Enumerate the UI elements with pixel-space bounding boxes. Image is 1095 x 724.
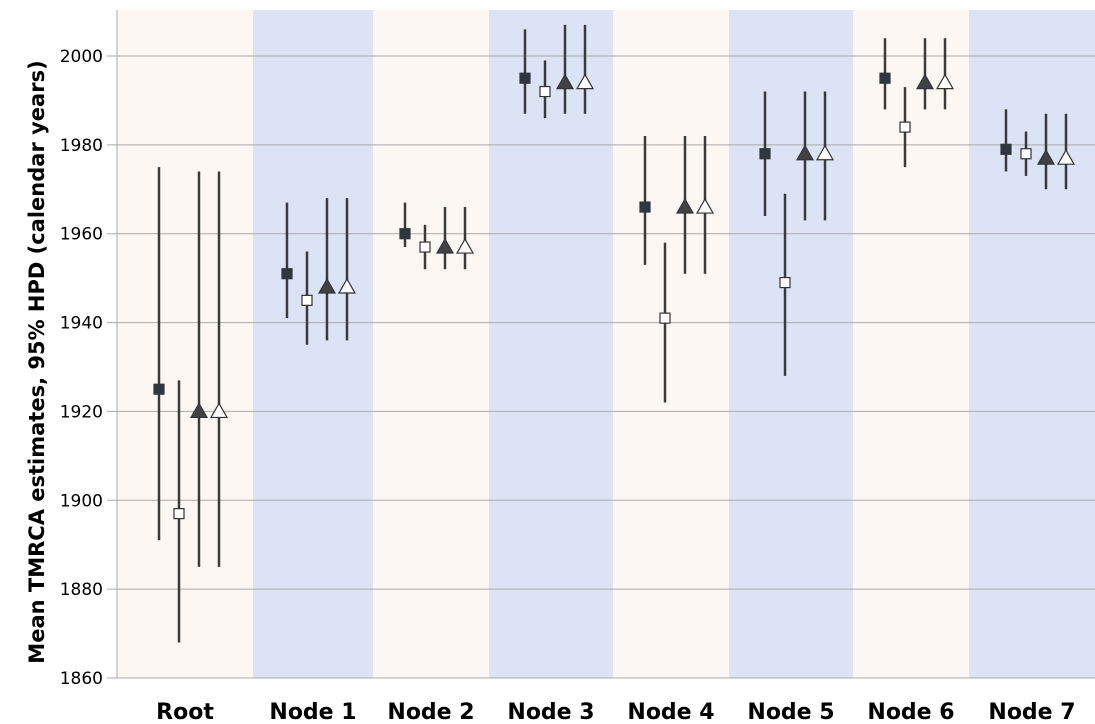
category-band	[489, 10, 613, 678]
mean-marker-square	[899, 121, 911, 133]
x-tick-label: Node 4	[627, 700, 714, 724]
x-tick-label: Node 5	[747, 700, 834, 724]
category-band	[969, 10, 1095, 678]
mean-marker-triangle	[935, 73, 955, 90]
gridlines	[107, 10, 1095, 679]
mean-marker-triangle	[1056, 148, 1076, 165]
mean-marker-triangle	[435, 237, 455, 254]
mean-marker-square	[779, 276, 791, 289]
mean-marker-triangle	[555, 73, 575, 90]
mean-marker-square	[659, 312, 671, 324]
mean-marker-triangle	[209, 402, 229, 419]
x-tick-label: Node 3	[507, 700, 594, 724]
y-axis-label: Mean TMRCA estimates, 95% HPD (calendar …	[25, 60, 49, 663]
mean-marker-square	[399, 228, 411, 240]
mean-marker-triangle	[675, 197, 695, 214]
x-tick-label: Node 1	[269, 700, 356, 724]
mean-marker-square	[1020, 148, 1032, 160]
mean-marker-square	[759, 148, 771, 160]
y-tick-label: 1920	[60, 402, 103, 422]
y-tick-label: 1980	[60, 136, 103, 156]
mean-marker-triangle	[317, 277, 337, 294]
mean-marker-square	[879, 72, 891, 84]
y-tick-label: 1960	[60, 225, 103, 245]
y-axis-ticks: 1860 1880 1900 1920 1940 1960 1980 2000	[60, 47, 103, 689]
y-tick-label: 1860	[60, 669, 103, 689]
mean-marker-square	[301, 294, 313, 306]
mean-marker-triangle	[1036, 148, 1056, 165]
mean-marker-square	[539, 85, 551, 98]
data-marks	[153, 24, 1076, 643]
x-tick-label: Node 7	[988, 700, 1075, 724]
x-tick-label: Node 2	[387, 700, 474, 724]
mean-marker-triangle	[795, 144, 815, 161]
mean-marker-triangle	[189, 402, 209, 419]
mean-marker-square	[173, 508, 185, 520]
y-tick-label: 2000	[60, 47, 103, 67]
mean-marker-square	[519, 72, 531, 84]
category-band	[373, 10, 489, 678]
mean-marker-triangle	[815, 144, 835, 161]
mean-marker-square	[419, 241, 431, 253]
mean-marker-triangle	[337, 277, 357, 294]
mean-marker-triangle	[915, 73, 935, 90]
category-band	[117, 10, 253, 678]
category-band	[253, 10, 373, 678]
mean-marker-square	[1000, 143, 1012, 155]
x-axis-ticks: Root Node 1 Node 2 Node 3 Node 4 Node 5 Node 6…	[156, 700, 1075, 724]
category-band	[613, 10, 729, 678]
mean-marker-square	[639, 201, 651, 213]
category-bands	[117, 10, 1095, 678]
x-tick-label: Node 6	[867, 700, 954, 724]
y-tick-label: 1880	[60, 580, 103, 600]
mean-marker-triangle	[695, 197, 715, 214]
mean-marker-triangle	[455, 237, 475, 254]
mean-marker-square	[281, 268, 293, 280]
mean-marker-triangle	[575, 73, 595, 90]
y-tick-label: 1940	[60, 314, 103, 334]
category-band	[729, 10, 853, 678]
mean-marker-square	[153, 383, 165, 395]
y-tick-label: 1900	[60, 491, 103, 511]
x-tick-label: Root	[156, 700, 214, 724]
category-band	[853, 10, 969, 678]
